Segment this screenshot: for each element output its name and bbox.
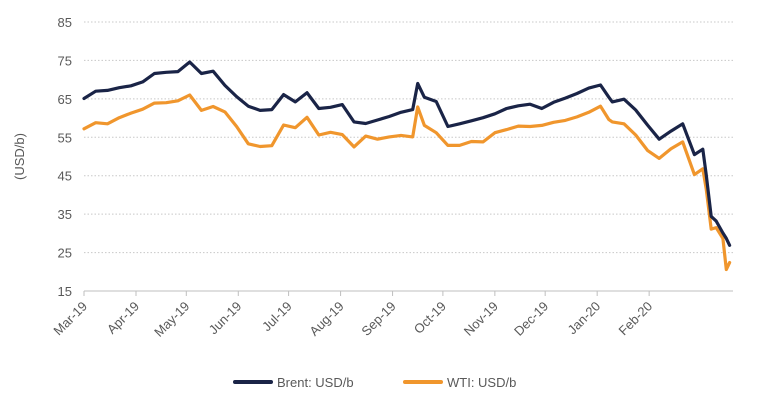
series-line-wti [82,93,732,272]
x-tick-label: Dec-19 [511,299,551,339]
x-tick-label: Jul-19 [259,299,295,335]
series-line-brent [82,60,732,247]
x-tick-label: Mar-19 [50,299,90,339]
legend: Brent: USD/b WTI: USD/b [233,375,516,390]
x-tick-label: May-19 [151,299,192,340]
x-tick-label: Nov-19 [461,299,501,339]
x-tick-label: Sep-19 [358,299,398,339]
y-tick-label: 35 [58,207,72,222]
y-tick-label: 45 [58,169,72,184]
y-tick-label: 85 [58,15,72,30]
series-lines [82,60,732,272]
y-axis-ticks: 15 25 35 45 55 65 75 85 [58,15,72,299]
gridlines [84,21,733,292]
x-tick-label: Apr-19 [104,299,142,337]
x-tick-label: Aug-19 [306,299,346,339]
y-tick-label: 55 [58,130,72,145]
y-tick-label: 15 [58,284,72,299]
x-tick-label: Feb-20 [616,299,656,339]
x-axis-ticks: Mar-19 Apr-19 May-19 Jun-19 Jul-19 Aug-19 Sep-… [50,291,655,340]
y-tick-label: 65 [58,92,72,107]
legend-label: Brent: USD/b [277,375,354,390]
y-tick-label: 25 [58,246,72,261]
x-tick-label: Jan-20 [565,299,604,338]
y-axis-title: (USD/b) [12,133,27,180]
y-tick-label: 75 [58,53,72,68]
x-tick-label: Jun-19 [206,299,245,338]
legend-label: WTI: USD/b [447,375,516,390]
x-tick-label: Oct-19 [411,299,449,337]
